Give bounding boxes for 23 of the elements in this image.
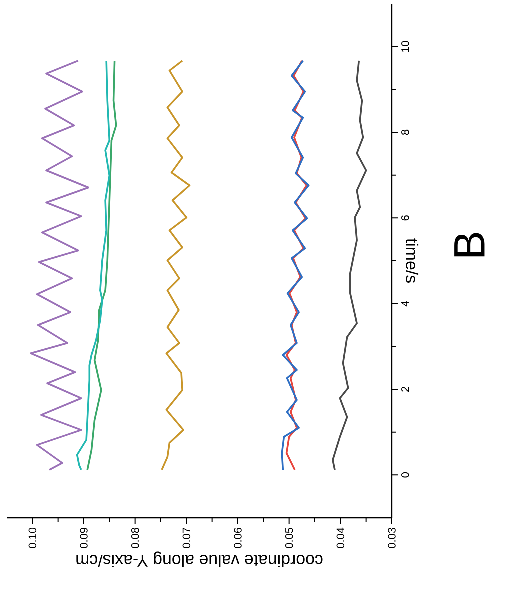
y-tick-label: 0 bbox=[402, 472, 410, 478]
x-tick-label: 0.10 bbox=[28, 528, 37, 548]
x-tick-label: 0.03 bbox=[388, 528, 396, 548]
x-tick-label: 0.05 bbox=[285, 528, 294, 548]
x-tick-label: 0.04 bbox=[336, 528, 345, 548]
text: B bbox=[454, 233, 485, 257]
x-tick-label: 0.08 bbox=[131, 528, 140, 548]
line-series bbox=[76, 60, 111, 471]
line-series bbox=[286, 60, 308, 471]
line-series bbox=[332, 60, 368, 471]
y-tick-label: 6 bbox=[402, 216, 410, 221]
y-axis-title: time/s bbox=[406, 238, 419, 283]
line-series bbox=[281, 60, 310, 471]
x-tick-label: 0.09 bbox=[80, 528, 88, 548]
x-axis-title: coordinate value along Y-axis/cm bbox=[76, 552, 323, 568]
x-tick-label: 0.07 bbox=[182, 528, 191, 548]
line-series bbox=[30, 60, 90, 471]
line-series bbox=[161, 60, 191, 471]
y-tick-label: 4 bbox=[402, 301, 410, 307]
y-tick-label: 2 bbox=[402, 387, 410, 392]
y-tick-label: 8 bbox=[402, 130, 410, 136]
x-tick-label: 0.06 bbox=[234, 528, 242, 548]
y-tick-label: 10 bbox=[402, 41, 410, 52]
